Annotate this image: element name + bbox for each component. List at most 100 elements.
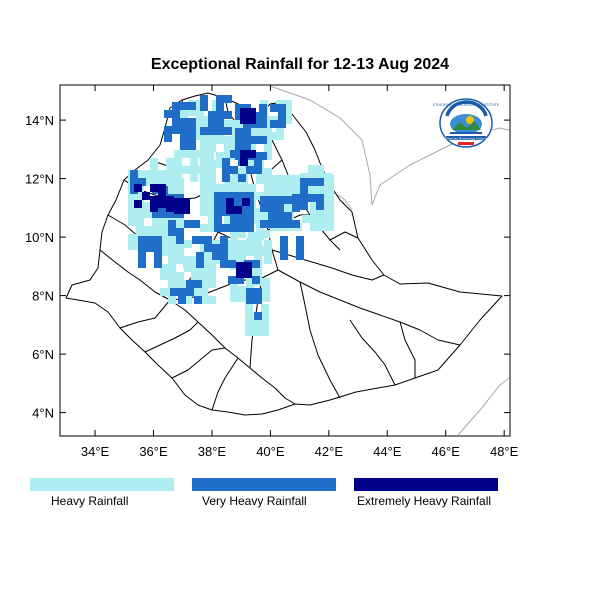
rainfall-cell <box>188 118 196 126</box>
rainfall-cell <box>278 120 286 128</box>
rainfall-cell <box>172 118 180 126</box>
rainfall-cell <box>245 320 253 328</box>
rainfall-cell <box>240 158 248 166</box>
rainfall-cell <box>146 244 154 252</box>
rainfall-cell <box>200 120 208 128</box>
rainfall-cell <box>168 256 176 264</box>
rainfall-cell <box>248 144 256 152</box>
rainfall-cell <box>302 215 310 223</box>
rainfall-cell <box>232 248 240 256</box>
rainfall-cell <box>261 328 269 336</box>
rainfall-cell <box>160 170 168 178</box>
rainfall-cell <box>222 174 230 182</box>
rainfall-cell <box>264 152 272 160</box>
rainfall-cell <box>264 240 272 248</box>
rainfall-cell <box>160 242 168 250</box>
rainfall-cell <box>160 218 168 226</box>
rainfall-cell <box>261 304 269 312</box>
rainfall-cell <box>212 252 220 260</box>
rainfall-cell <box>214 208 222 216</box>
rainfall-cell <box>259 112 267 120</box>
rainfall-cell <box>208 136 216 144</box>
rainfall-cell <box>308 178 316 186</box>
rainfall-cell <box>296 244 304 252</box>
rainfall-cell <box>260 196 268 204</box>
rainfall-cell <box>230 166 238 174</box>
rainfall-cell <box>134 200 142 208</box>
rainfall-cell <box>208 192 216 200</box>
rainfall-cell <box>280 244 288 252</box>
rainfall-cell <box>224 184 232 192</box>
rainfall-cell <box>230 192 238 200</box>
rainfall-cell <box>200 127 208 135</box>
rainfall-cell <box>174 198 182 206</box>
rainfall-cell <box>270 183 278 191</box>
rainfall-cell <box>191 260 199 268</box>
rainfall-cell <box>296 236 304 244</box>
rainfall-cell <box>240 108 248 116</box>
rainfall-cell <box>168 248 176 256</box>
rainfall-cell <box>235 144 243 152</box>
rainfall-cell <box>142 192 150 200</box>
rainfall-cell <box>230 254 238 262</box>
rainfall-cell <box>186 288 194 296</box>
rainfall-cell <box>136 226 144 234</box>
rainfall-cell <box>208 272 216 280</box>
rainfall-cell <box>260 204 268 212</box>
rainfall-cell <box>176 186 184 194</box>
rainfall-cell <box>261 320 269 328</box>
rainfall-cell <box>222 224 230 232</box>
rainfall-cell <box>216 119 224 127</box>
rainfall-cell <box>310 223 318 231</box>
rainfall-cell <box>276 220 284 228</box>
rainfall-cell <box>200 144 208 152</box>
rainfall-cell <box>136 194 144 202</box>
rainfall-cell <box>224 95 232 103</box>
legend-swatch-very-heavy <box>192 478 336 491</box>
legend-label-very-heavy: Very Heavy Rainfall <box>202 494 307 508</box>
rainfall-cell <box>216 111 224 119</box>
rainfall-cell <box>168 296 176 304</box>
rainfall-cell <box>248 128 256 136</box>
rainfall-cell <box>280 236 288 244</box>
rainfall-cell <box>259 136 267 144</box>
rainfall-cell <box>316 194 324 202</box>
rainfall-cell <box>200 208 208 216</box>
rainfall-cell <box>264 256 272 264</box>
rainfall-cell <box>296 252 304 260</box>
rainfall-cell <box>138 236 146 244</box>
country-outline <box>65 92 503 416</box>
rainfall-cell <box>240 116 248 124</box>
rainfall-cell <box>326 191 334 199</box>
rainfall-cell <box>300 202 308 210</box>
rainfall-cell <box>224 136 232 144</box>
rainfall-cell <box>168 280 176 288</box>
rainfall-cell <box>235 152 243 160</box>
rainfall-cell <box>300 173 308 181</box>
rainfall-cell <box>216 160 224 168</box>
ethiopian-meteorology-institute-logo: ETHIOPIAN METEOROLOGY INSTITUTE Ethiopia… <box>433 98 500 148</box>
rainfall-cell <box>168 240 176 248</box>
rainfall-cell <box>160 210 168 218</box>
rainfall-cell <box>200 288 208 296</box>
rainfall-cell <box>246 224 254 232</box>
rainfall-cell <box>176 248 184 256</box>
rainfall-cell <box>254 296 262 304</box>
rainfall-cell <box>152 226 160 234</box>
rainfall-cell <box>164 126 172 134</box>
legend-swatch-extreme <box>354 478 498 491</box>
rainfall-cell <box>261 280 269 288</box>
lon-tick-label: 48°E <box>490 444 519 459</box>
rainfall-cell <box>160 178 168 186</box>
rainfall-cell <box>160 272 168 280</box>
rainfall-cell <box>160 226 168 234</box>
rainfall-cell <box>300 186 308 194</box>
rainfall-cell <box>278 183 286 191</box>
rainfall-cell <box>232 184 240 192</box>
rainfall-cell <box>208 144 216 152</box>
rainfall-cell <box>208 216 216 224</box>
rainfall-cell <box>208 160 216 168</box>
rainfall-cell <box>188 108 196 116</box>
rainfall-cell <box>194 296 202 304</box>
rainfall-cell <box>138 252 146 260</box>
